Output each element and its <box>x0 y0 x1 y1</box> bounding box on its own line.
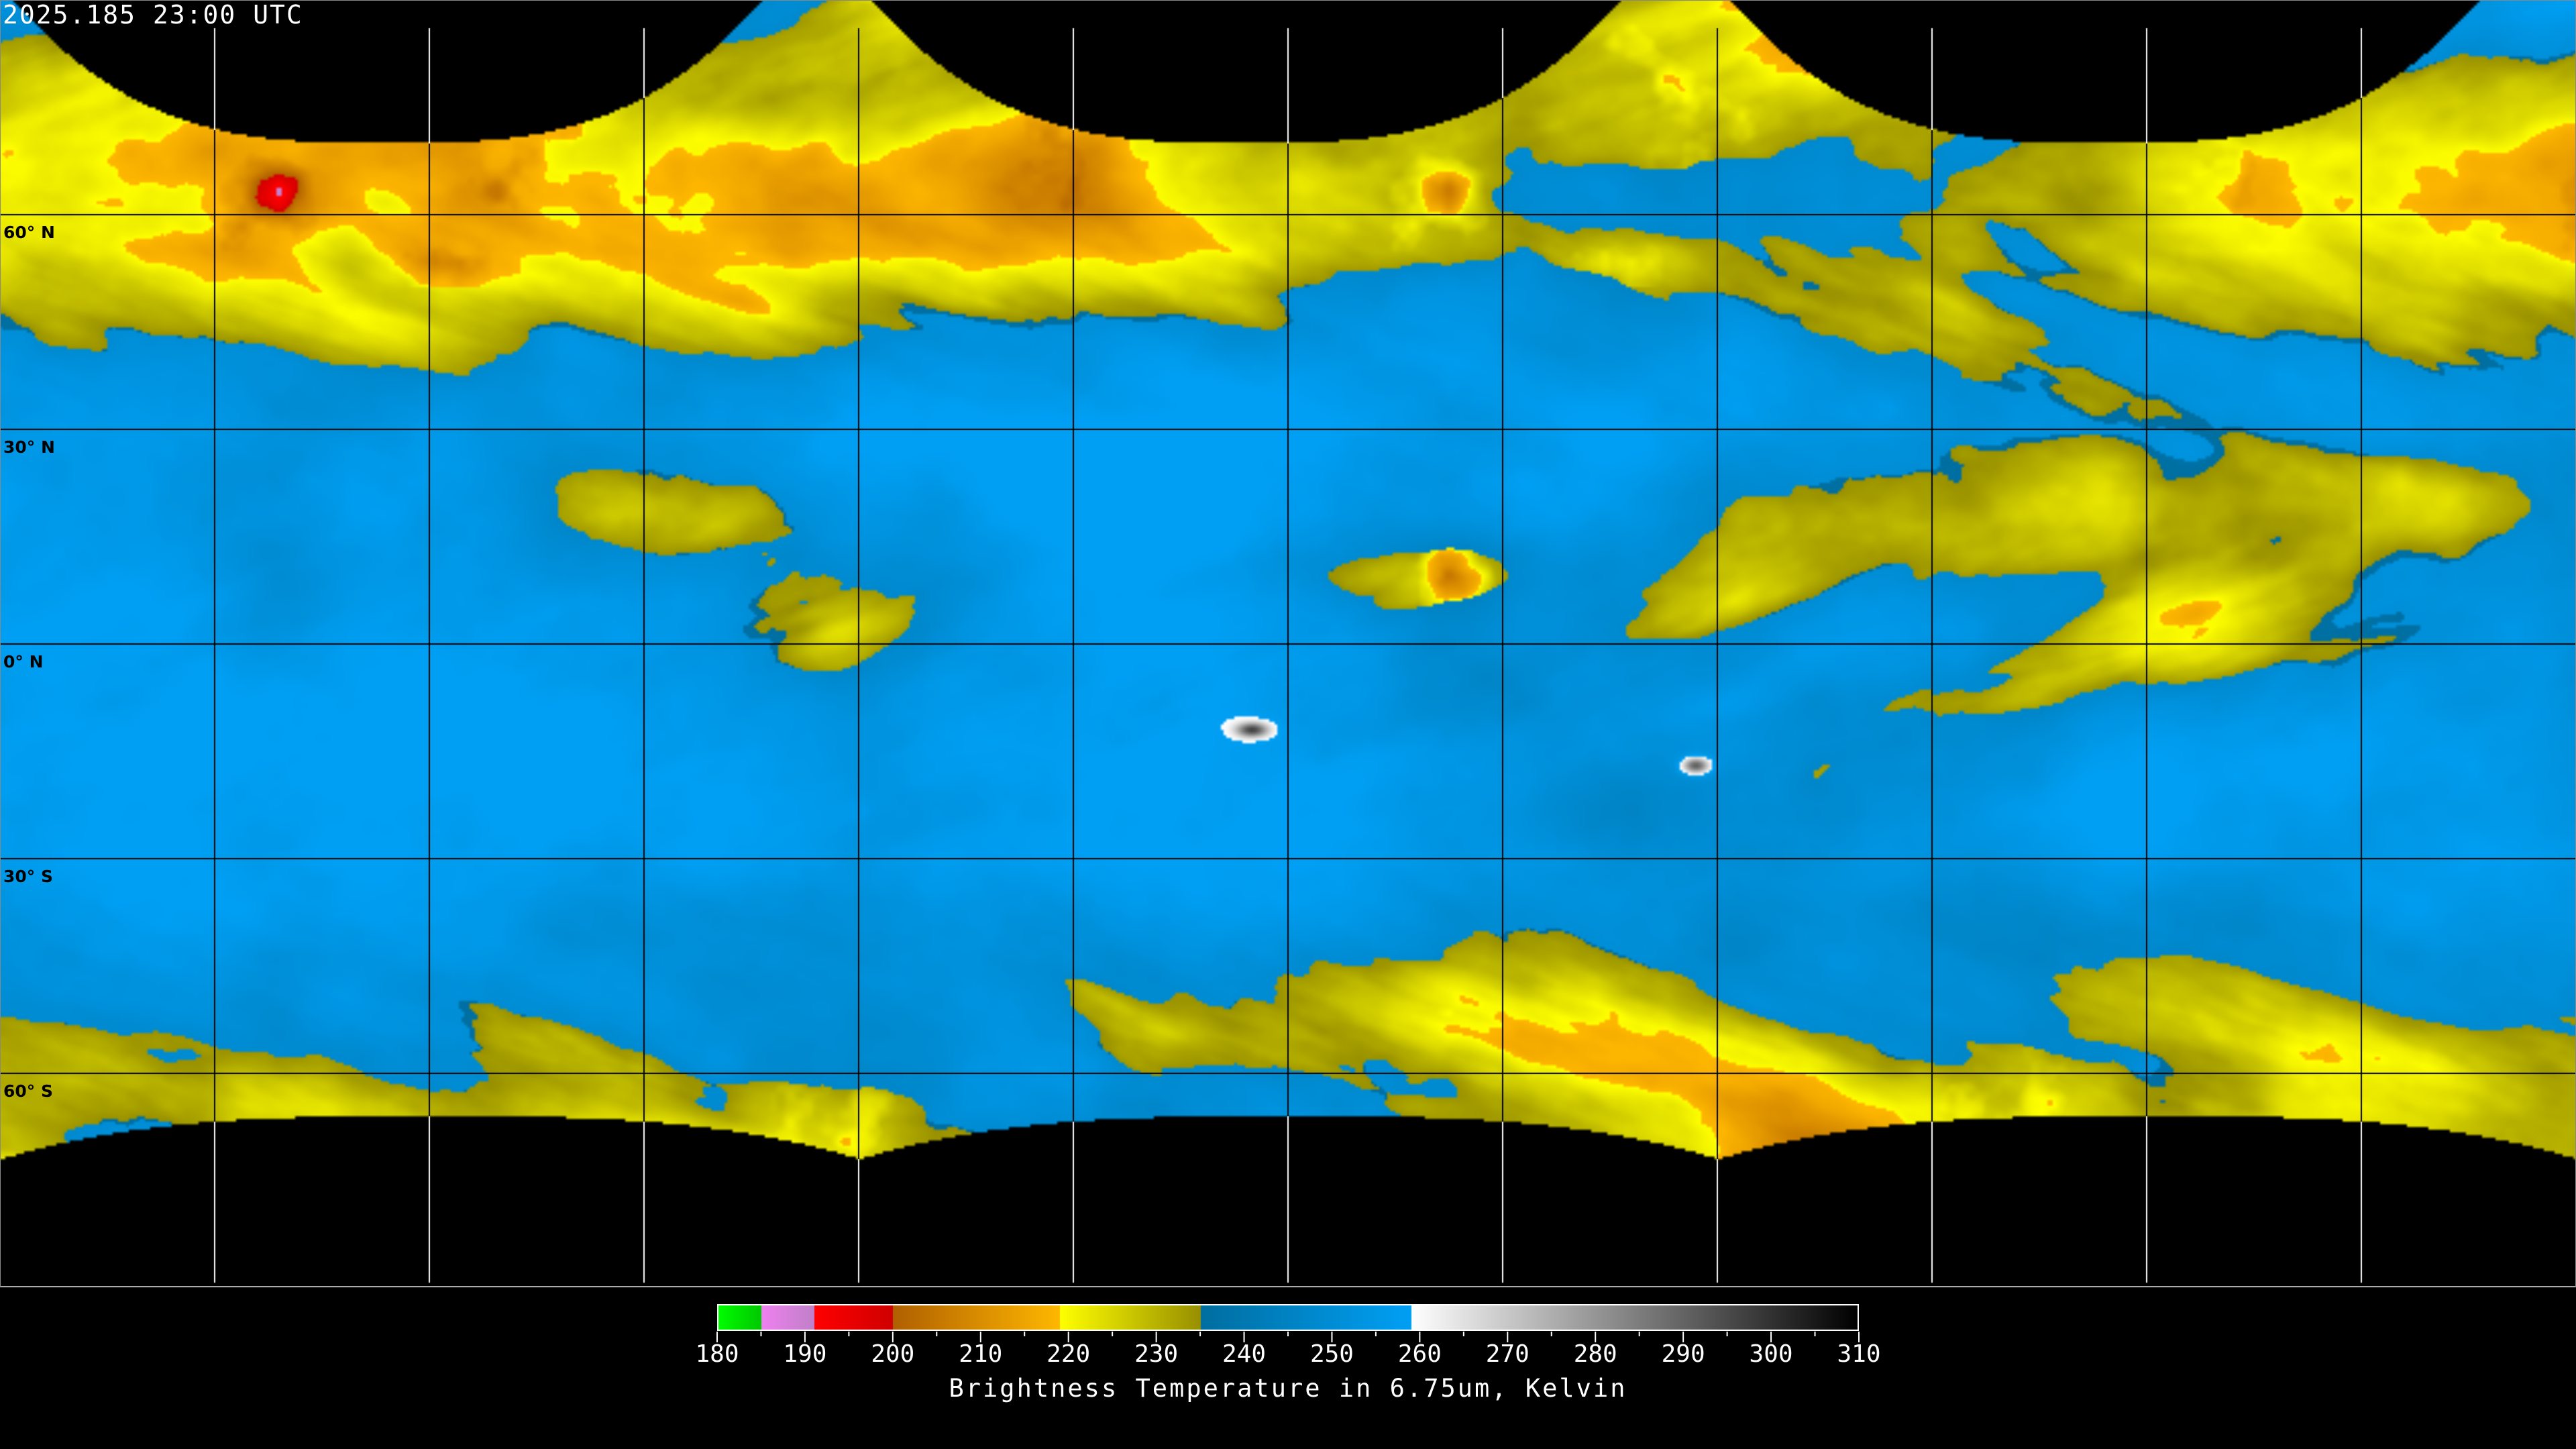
lat-label-60n: 60° N <box>3 223 55 242</box>
timestamp: 2025.185 23:00 UTC <box>3 0 303 30</box>
tick-label-200: 200 <box>871 1340 915 1368</box>
tick-label-190: 190 <box>783 1340 827 1368</box>
lat-lon-gridlines <box>0 0 2576 1288</box>
tick-label-220: 220 <box>1046 1340 1091 1368</box>
colorbar <box>717 1304 1859 1331</box>
tick-label-270: 270 <box>1485 1340 1529 1368</box>
tick-label-240: 240 <box>1222 1340 1267 1368</box>
tick-label-300: 300 <box>1749 1340 1793 1368</box>
lat-label-equator: 0° N <box>3 652 44 672</box>
tick-label-310: 310 <box>1837 1340 1881 1368</box>
tick-label-290: 290 <box>1661 1340 1705 1368</box>
tick-label-260: 260 <box>1397 1340 1442 1368</box>
lat-label-30n: 30° N <box>3 437 55 457</box>
tick-label-210: 210 <box>959 1340 1003 1368</box>
lat-label-60s: 60° S <box>3 1081 53 1101</box>
colorbar-title: Brightness Temperature in 6.75um, Kelvin <box>949 1374 1627 1403</box>
tick-label-250: 250 <box>1309 1340 1354 1368</box>
tick-label-230: 230 <box>1134 1340 1179 1368</box>
lat-label-30s: 30° S <box>3 867 53 886</box>
tick-label-180: 180 <box>695 1340 739 1368</box>
tick-label-280: 280 <box>1573 1340 1617 1368</box>
